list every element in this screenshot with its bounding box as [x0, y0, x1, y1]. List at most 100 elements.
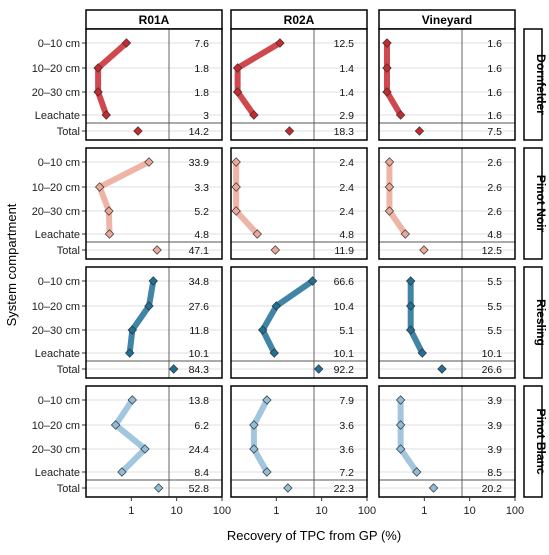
data-point-total — [152, 245, 162, 255]
y-tick-label: 10–20 cm — [32, 301, 80, 313]
y-tick-label: 10–20 cm — [32, 182, 80, 194]
data-point-total — [437, 364, 447, 374]
data-point-total — [314, 364, 324, 374]
data-point-10-20-cm — [384, 182, 395, 192]
series-line-pinot-blanc-r01a — [112, 397, 148, 475]
data-label-leachate: 8.4 — [194, 467, 209, 479]
row-label-dornfelder: Dornfelder — [534, 54, 548, 115]
data-label-20-30-cm: 5.2 — [194, 206, 209, 218]
data-point-0-10-cm — [382, 38, 392, 48]
panel-pinot-blanc-r02a-frame — [230, 385, 368, 498]
data-label-10-20-cm: 3.6 — [339, 420, 354, 432]
data-label-total: 26.6 — [482, 364, 503, 376]
panel-dornfelder-r02a-background — [231, 29, 367, 140]
y-axis-title: System compartment — [4, 203, 19, 326]
data-label-10-20-cm: 1.4 — [339, 63, 354, 75]
panel-riesling-vineyard-background — [379, 267, 515, 378]
data-point-0-10-cm — [148, 276, 158, 286]
data-point-total — [153, 483, 164, 493]
data-label-20-30-cm: 1.8 — [194, 87, 209, 99]
series-line-dornfelder-r02a — [234, 40, 283, 118]
x-tick-label: 1 — [273, 505, 279, 517]
x-tick-label: 100 — [358, 505, 376, 517]
data-point-20-30-cm — [249, 444, 259, 454]
data-label-20-30-cm: 3.9 — [487, 444, 502, 456]
x-tick-label: 10 — [464, 505, 476, 517]
y-tick-label: 20–30 cm — [32, 206, 80, 218]
data-point-leachate — [117, 467, 127, 477]
row-strip-pinot-blanc — [523, 385, 543, 498]
data-label-0-10-cm: 66.6 — [334, 276, 355, 288]
data-label-total: 14.2 — [189, 126, 210, 138]
x-tick-label: 100 — [506, 505, 524, 517]
data-point-20-30-cm — [384, 206, 395, 216]
data-label-10-20-cm: 3.3 — [194, 182, 209, 194]
y-tick-label: Total — [57, 364, 80, 376]
data-point-0-10-cm — [384, 157, 395, 167]
data-point-10-20-cm — [144, 301, 154, 311]
data-label-20-30-cm: 1.4 — [339, 87, 354, 99]
data-label-20-30-cm: 3.6 — [339, 444, 354, 456]
data-point-10-20-cm — [271, 301, 282, 311]
data-point-leachate — [101, 110, 111, 120]
panel-dornfelder-r02a-frame — [230, 28, 368, 141]
y-tick-label: 0–10 cm — [38, 38, 80, 50]
data-point-0-10-cm — [405, 276, 416, 286]
panel-pinot-noir-vineyard-background — [379, 148, 515, 259]
data-label-0-10-cm: 34.8 — [189, 276, 210, 288]
panel-riesling-r01a-frame — [85, 266, 223, 379]
data-label-total: 22.3 — [334, 483, 355, 495]
y-tick-label: 20–30 cm — [32, 444, 80, 456]
data-point-leachate — [252, 229, 262, 239]
data-point-20-30-cm — [140, 444, 150, 454]
data-label-total: 7.5 — [487, 126, 502, 138]
data-point-total — [428, 483, 439, 493]
column-label-vineyard: Vineyard — [422, 13, 472, 27]
data-point-20-30-cm — [232, 87, 243, 97]
y-tick-label: 0–10 cm — [38, 276, 80, 288]
data-point-20-30-cm — [127, 325, 137, 335]
data-label-total: 18.3 — [334, 126, 355, 138]
data-point-leachate — [395, 110, 406, 120]
data-label-10-20-cm: 6.2 — [194, 420, 209, 432]
data-label-0-10-cm: 33.9 — [189, 157, 210, 169]
panel-dornfelder-vineyard-background — [379, 29, 515, 140]
x-tick-label: 10 — [316, 505, 328, 517]
panel-riesling-r02a-frame — [230, 266, 368, 379]
data-label-10-20-cm: 10.4 — [334, 301, 355, 313]
data-label-10-20-cm: 1.6 — [487, 63, 502, 75]
row-strip-riesling — [523, 266, 543, 379]
row-strip-pinot-noir — [523, 147, 543, 260]
data-label-0-10-cm: 5.5 — [487, 276, 502, 288]
y-tick-label: Leachate — [35, 229, 80, 241]
data-label-total: 92.2 — [334, 364, 355, 376]
data-label-leachate: 4.8 — [487, 229, 502, 241]
y-tick-label: Leachate — [35, 110, 80, 122]
y-tick-label: Leachate — [35, 467, 80, 479]
data-label-0-10-cm: 7.6 — [194, 38, 209, 50]
data-label-total: 12.5 — [482, 245, 503, 257]
data-label-10-20-cm: 2.4 — [339, 182, 354, 194]
panel-riesling-r02a-background — [231, 267, 367, 378]
x-tick-label: 1 — [421, 505, 427, 517]
data-point-20-30-cm — [93, 87, 103, 97]
data-label-10-20-cm: 3.9 — [487, 420, 502, 432]
data-point-total — [414, 126, 425, 136]
y-tick-label: Leachate — [35, 348, 80, 360]
row-label-pinot-blanc: Pinot Blanc — [534, 408, 548, 474]
data-label-20-30-cm: 11.8 — [189, 325, 209, 337]
panel-pinot-noir-vineyard-frame — [378, 147, 516, 260]
column-label-r02a: R02A — [284, 13, 315, 27]
series-line-pinot-noir-r02a — [233, 159, 261, 237]
y-tick-label: 10–20 cm — [32, 63, 80, 75]
data-label-total: 20.2 — [482, 483, 503, 495]
data-label-20-30-cm: 24.4 — [189, 444, 210, 456]
panel-pinot-blanc-vineyard-frame — [378, 385, 516, 498]
data-point-0-10-cm — [121, 38, 132, 48]
data-point-0-10-cm — [144, 157, 154, 167]
data-point-0-10-cm — [127, 395, 137, 405]
panel-pinot-noir-r02a-background — [231, 148, 367, 259]
data-point-leachate — [104, 229, 115, 239]
data-point-0-10-cm — [307, 276, 318, 286]
